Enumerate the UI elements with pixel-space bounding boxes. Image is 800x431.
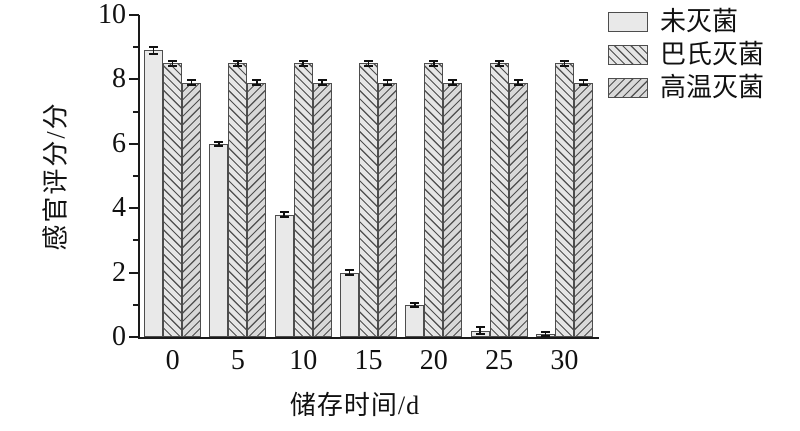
- error-bar-series2-day20: [448, 79, 458, 86]
- error-bar-series0-day5: [214, 140, 224, 148]
- legend-swatch-high-temp: [608, 78, 648, 98]
- x-tick-label-20: 20: [419, 345, 448, 376]
- error-bar-series0-day15: [345, 268, 354, 277]
- y-major-tick-4: [129, 207, 139, 210]
- legend-item-unsterilized: 未灭菌: [608, 7, 764, 36]
- error-bar-series2-day25: [513, 79, 523, 86]
- bar-series1-day5: [228, 63, 248, 337]
- x-tick-label-15: 15: [354, 345, 383, 376]
- y-tick-label-2: 2: [112, 256, 126, 288]
- bar-series2-day30: [573, 82, 593, 337]
- error-bar-series1-day20: [429, 60, 439, 67]
- legend-item-pasteurized: 巴氏灭菌: [608, 40, 765, 69]
- bar-series2-day15: [378, 82, 397, 337]
- bar-series2-day25: [508, 82, 528, 337]
- x-tick-label-0: 0: [165, 345, 180, 376]
- y-minor-tick-3: [133, 239, 139, 242]
- y-minor-tick-1: [133, 303, 139, 306]
- y-tick-label-10: 10: [98, 0, 126, 30]
- error-bar-series0-day25: [475, 325, 485, 336]
- y-tick-label-0: 0: [112, 321, 126, 352]
- error-bar-series1-day15: [364, 60, 373, 67]
- bar-series0-day0: [144, 50, 164, 337]
- error-bar-series2-day30: [578, 79, 588, 86]
- bar-series1-day25: [489, 63, 509, 337]
- y-minor-tick-7: [133, 110, 139, 113]
- error-bar-series1-day10: [298, 60, 308, 67]
- legend-label-unsterilized: 未灭菌: [660, 7, 739, 36]
- x-tick-label-10: 10: [289, 345, 318, 376]
- error-bar-series2-day10: [317, 79, 327, 86]
- error-bar-series2-day0: [187, 79, 197, 86]
- error-bar-series0-day20: [410, 301, 420, 309]
- error-bar-series0-day30: [540, 330, 550, 337]
- bar-series1-day15: [359, 63, 378, 337]
- error-bar-series1-day30: [559, 60, 569, 67]
- x-tick-label-25: 25: [485, 345, 514, 376]
- x-axis-line: [138, 337, 599, 339]
- error-bar-series1-day0: [168, 60, 178, 67]
- y-minor-tick-9: [133, 46, 139, 49]
- error-bar-series1-day25: [494, 60, 504, 67]
- error-bar-series0-day0: [149, 45, 159, 56]
- legend-label-high-temp: 高温灭菌: [660, 73, 765, 102]
- bar-series0-day15: [340, 272, 359, 337]
- bar-series2-day10: [312, 82, 332, 337]
- y-minor-tick-5: [133, 175, 139, 177]
- error-bar-series1-day5: [233, 60, 243, 67]
- bar-series1-day0: [163, 63, 183, 337]
- y-tick-label-6: 6: [112, 127, 126, 159]
- y-major-tick-0: [129, 336, 139, 338]
- y-tick-label-4: 4: [112, 192, 126, 224]
- bar-series2-day0: [182, 82, 202, 337]
- legend-item-high-temp: 高温灭菌: [608, 73, 765, 102]
- bar-series1-day20: [424, 63, 444, 337]
- y-tick-label-8: 8: [112, 63, 126, 95]
- bar-series1-day30: [554, 63, 574, 337]
- y-major-tick-10: [129, 14, 139, 16]
- error-bar-series2-day5: [252, 79, 262, 86]
- x-axis-title: 储存时间/d: [289, 391, 421, 420]
- bar-series2-day20: [443, 82, 463, 337]
- x-tick-label-5: 5: [230, 345, 245, 376]
- legend-swatch-unsterilized: [608, 12, 648, 32]
- bar-series0-day20: [405, 304, 425, 337]
- bar-series0-day10: [274, 214, 294, 337]
- error-bar-series2-day15: [383, 79, 392, 86]
- y-major-tick-8: [129, 78, 139, 81]
- y-major-tick-6: [129, 142, 139, 145]
- x-tick-label-30: 30: [550, 345, 579, 376]
- y-axis-title: 感官评分/分: [41, 101, 71, 251]
- legend: 未灭菌 巴氏灭菌 高温灭菌: [608, 7, 765, 111]
- error-bar-series0-day10: [279, 211, 289, 218]
- legend-label-pasteurized: 巴氏灭菌: [660, 40, 765, 69]
- y-major-tick-2: [129, 271, 139, 274]
- y-axis-line: [138, 15, 140, 339]
- bar-series1-day10: [293, 63, 313, 337]
- bar-series0-day5: [209, 143, 229, 337]
- legend-swatch-pasteurized: [608, 45, 648, 65]
- bar-series2-day5: [247, 82, 267, 337]
